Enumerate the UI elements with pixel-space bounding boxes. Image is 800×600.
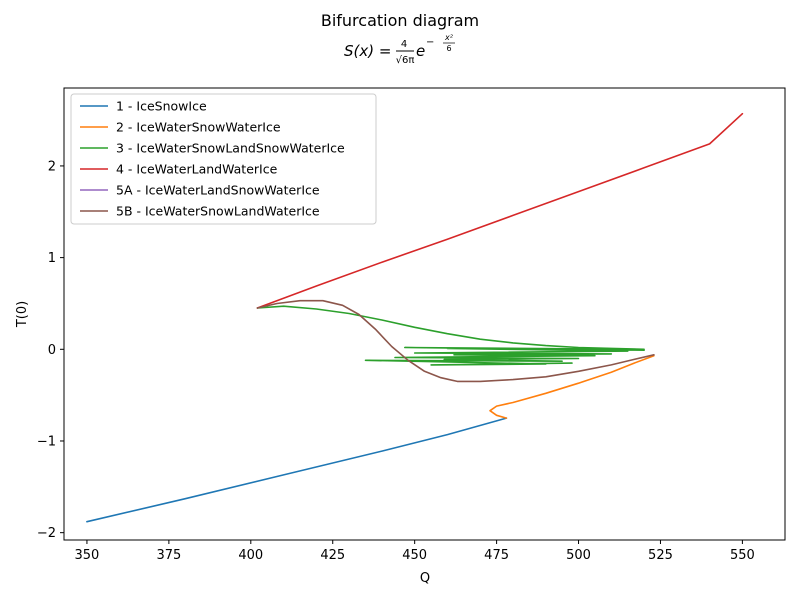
subtitle-numerator: 4 <box>401 39 407 50</box>
chart-subtitle: S(x) = 4 √6π e − x² 6 <box>344 33 455 66</box>
x-tick-label: 375 <box>156 548 181 563</box>
plot-frame <box>63 87 786 541</box>
subtitle-exp-numerator: x² <box>444 33 454 42</box>
series-line-1 <box>86 417 508 523</box>
legend-entry: 2 - IceWaterSnowWaterIce <box>116 120 281 135</box>
legend-entry: 3 - IceWaterSnowLandSnowWaterIce <box>116 141 345 156</box>
series-line-6 <box>256 299 655 383</box>
subtitle-exp-sign: − <box>426 37 434 48</box>
subtitle-base: e <box>416 42 425 60</box>
legend-entry: 4 - IceWaterLandWaterIce <box>116 162 278 177</box>
y-axis: −2 −1 0 1 2 <box>37 159 64 541</box>
legend-entry: 5A - IceWaterLandSnowWaterIce <box>116 183 320 198</box>
x-tick-label: 550 <box>730 548 755 563</box>
x-tick-label: 450 <box>402 548 427 563</box>
chart-title: Bifurcation diagram <box>321 11 479 30</box>
subtitle-exp-denominator: 6 <box>446 44 451 53</box>
legend: 1 - IceSnowIce 2 - IceWaterSnowWaterIce 3 … <box>70 93 377 225</box>
y-tick-label: −2 <box>37 526 56 541</box>
y-tick-label: −1 <box>37 434 56 449</box>
series-line-4 <box>256 112 744 309</box>
x-tick-label: 500 <box>566 548 591 563</box>
y-tick-label: 2 <box>48 159 56 174</box>
legend-entry: 1 - IceSnowIce <box>116 99 207 114</box>
x-tick-label: 425 <box>320 548 345 563</box>
legend-entry: 5B - IceWaterSnowLandWaterIce <box>116 204 320 219</box>
legend-box <box>70 93 377 225</box>
x-tick-label: 350 <box>75 548 100 563</box>
y-tick-label: 0 <box>48 343 56 358</box>
plot-series <box>86 112 744 523</box>
subtitle-denominator: √6π <box>396 55 415 66</box>
series-line-2 <box>489 354 655 419</box>
subtitle-lhs: S(x) = <box>344 42 391 60</box>
x-axis: 350 375 400 425 450 475 500 525 550 <box>75 540 755 563</box>
x-tick-label: 400 <box>238 548 263 563</box>
x-tick-label: 475 <box>484 548 509 563</box>
y-axis-label: T(0) <box>15 301 30 328</box>
x-axis-label: Q <box>420 571 430 586</box>
x-tick-label: 525 <box>648 548 673 563</box>
series-line-3 <box>256 305 645 366</box>
y-tick-label: 1 <box>48 251 56 266</box>
